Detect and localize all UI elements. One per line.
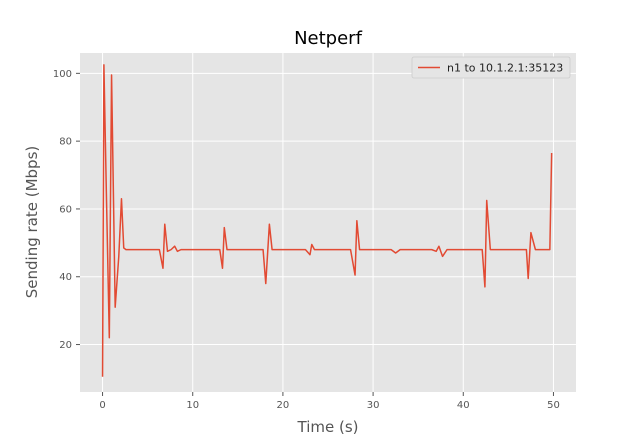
plot-area	[80, 53, 576, 392]
x-tick-label: 20	[277, 400, 290, 411]
axis-ticks: 0 10 20 30 40 50 20 40 60 80 100	[53, 69, 560, 411]
y-tick-label: 40	[59, 272, 72, 283]
x-tick-label: 40	[457, 400, 470, 411]
x-tick-label: 0	[99, 400, 105, 411]
y-tick-label: 60	[59, 204, 72, 215]
y-axis-label: Sending rate (Mbps)	[23, 146, 41, 298]
x-axis-label: Time (s)	[297, 418, 359, 436]
legend-box	[411, 56, 571, 79]
series-line	[101, 64, 553, 377]
series-layer	[101, 64, 553, 377]
legend: n1 to 10.1.2.1:35123	[411, 56, 571, 79]
y-tick-label: 100	[53, 69, 72, 80]
y-tick-label: 20	[59, 340, 72, 351]
legend-label: n1 to 10.1.2.1:35123	[447, 62, 563, 75]
x-tick-label: 30	[367, 400, 380, 411]
chart-title: Netperf	[294, 28, 362, 49]
y-tick-label: 80	[59, 137, 72, 148]
x-tick-label: 10	[186, 400, 199, 411]
x-tick-label: 50	[547, 400, 560, 411]
